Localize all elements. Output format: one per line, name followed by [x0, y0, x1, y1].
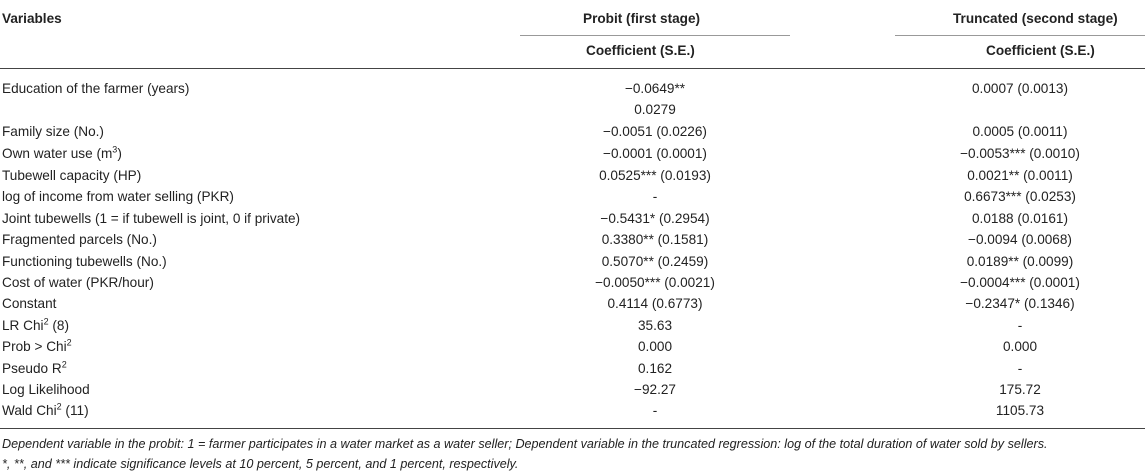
- row-label: Prob > Chi2: [2, 338, 72, 356]
- row-label-text: Joint tubewells (1 = if tubewell is join…: [2, 211, 301, 226]
- truncated-cell: 175.72: [999, 382, 1041, 397]
- row-label: Log Likelihood: [2, 381, 90, 399]
- row-label: Functioning tubewells (No.): [2, 253, 167, 271]
- row-label: Tubewell capacity (HP): [2, 167, 141, 185]
- truncated-cell: 0.0021** (0.0011): [967, 168, 1073, 183]
- row-label-text: Own water use (m: [2, 146, 113, 161]
- probit-cell: 0.3380** (0.1581): [601, 232, 709, 247]
- truncated-cell: -: [1017, 361, 1023, 376]
- probit-cell: −0.0050*** (0.0021): [595, 275, 715, 290]
- truncated-cell: 1105.73: [995, 403, 1045, 418]
- header-truncated-coef: Coefficient (S.E.): [986, 43, 1095, 58]
- row-label: log of income from water selling (PKR): [2, 188, 234, 206]
- header-bottom-rule: [0, 68, 1145, 69]
- row-label-superscript: 2: [66, 337, 72, 348]
- table-bottom-rule: [0, 428, 1145, 429]
- row-label: Wald Chi2 (11): [2, 402, 89, 420]
- probit-cell: −0.0001 (0.0001): [603, 146, 707, 161]
- row-label-text: Tubewell capacity (HP): [2, 168, 142, 183]
- truncated-cell: 0.0005 (0.0011): [972, 124, 1068, 139]
- truncated-cell: −0.0053*** (0.0010): [960, 146, 1080, 161]
- probit-group-rule: [520, 35, 790, 36]
- probit-cell: −92.27: [634, 382, 676, 397]
- row-label-text: Family size (No.): [2, 124, 104, 139]
- truncated-group-rule: [895, 35, 1145, 36]
- probit-cell: 0.000: [637, 339, 673, 354]
- row-label: Pseudo R2: [2, 360, 67, 378]
- table-notes: Dependent variable in the probit: 1 = fa…: [2, 434, 1048, 474]
- truncated-cell: −0.2347* (0.1346): [965, 296, 1075, 311]
- truncated-cell: 0.000: [1002, 339, 1038, 354]
- row-label-superscript: 2: [43, 316, 49, 327]
- header-truncated: Truncated (second stage): [953, 11, 1118, 26]
- row-label: Constant: [2, 295, 56, 313]
- truncated-cell: 0.0188 (0.0161): [972, 211, 1068, 226]
- row-label-text: Fragmented parcels (No.): [2, 232, 157, 247]
- row-label: Joint tubewells (1 = if tubewell is join…: [2, 210, 300, 228]
- truncated-cell: -: [1017, 318, 1023, 333]
- header-probit: Probit (first stage): [583, 11, 701, 26]
- truncated-cell: 0.0189** (0.0099): [966, 254, 1074, 269]
- probit-cell: -: [652, 403, 658, 418]
- header-probit-coef: Coefficient (S.E.): [586, 43, 695, 58]
- note-dependent-variable: Dependent variable in the probit: 1 = fa…: [2, 437, 1048, 451]
- truncated-cell: −0.0094 (0.0068): [968, 232, 1072, 247]
- row-label-suffix: (8): [48, 318, 69, 333]
- row-label-suffix: (11): [61, 403, 89, 418]
- row-label-text: Pseudo R: [2, 361, 62, 376]
- row-label: Family size (No.): [2, 123, 104, 141]
- probit-cell: -: [652, 189, 658, 204]
- truncated-cell: −0.0004*** (0.0001): [960, 275, 1080, 290]
- row-label-suffix: ): [117, 146, 122, 161]
- probit-cell: −0.5431* (0.2954): [600, 211, 710, 226]
- note-significance: *, **, and *** indicate significance lev…: [2, 457, 519, 471]
- row-label-text: Cost of water (PKR/hour): [2, 275, 154, 290]
- row-label: Cost of water (PKR/hour): [2, 274, 154, 292]
- row-label-text: log of income from water selling (PKR): [2, 189, 234, 204]
- row-label-text: Wald Chi: [2, 403, 57, 418]
- row-label-superscript: 3: [112, 144, 118, 155]
- row-label-superscript: 2: [61, 359, 67, 370]
- probit-cell: −0.0649**: [624, 81, 686, 96]
- row-label-text: Functioning tubewells (No.): [2, 254, 167, 269]
- probit-cell: 0.0279: [634, 102, 676, 117]
- row-label-text: Log Likelihood: [2, 382, 90, 397]
- row-label-text: LR Chi: [2, 318, 44, 333]
- row-label: Education of the farmer (years): [2, 80, 189, 98]
- probit-cell: 0.4114 (0.6773): [607, 296, 703, 311]
- row-label: Own water use (m3): [2, 145, 122, 163]
- row-label-text: Prob > Chi: [2, 339, 67, 354]
- row-label-text: Constant: [2, 296, 57, 311]
- probit-cell: 0.5070** (0.2459): [601, 254, 709, 269]
- probit-cell: 0.0525*** (0.0193): [599, 168, 711, 183]
- row-label: Fragmented parcels (No.): [2, 231, 157, 249]
- truncated-cell: 0.0007 (0.0013): [972, 81, 1068, 96]
- row-label-superscript: 2: [56, 401, 62, 412]
- probit-cell: 35.63: [637, 318, 673, 333]
- probit-cell: −0.0051 (0.0226): [603, 124, 707, 139]
- row-label-text: Education of the farmer (years): [2, 81, 190, 96]
- truncated-cell: 0.6673*** (0.0253): [964, 189, 1076, 204]
- row-label: LR Chi2 (8): [2, 317, 69, 335]
- probit-cell: 0.162: [637, 361, 673, 376]
- header-variables: Variables: [2, 11, 62, 26]
